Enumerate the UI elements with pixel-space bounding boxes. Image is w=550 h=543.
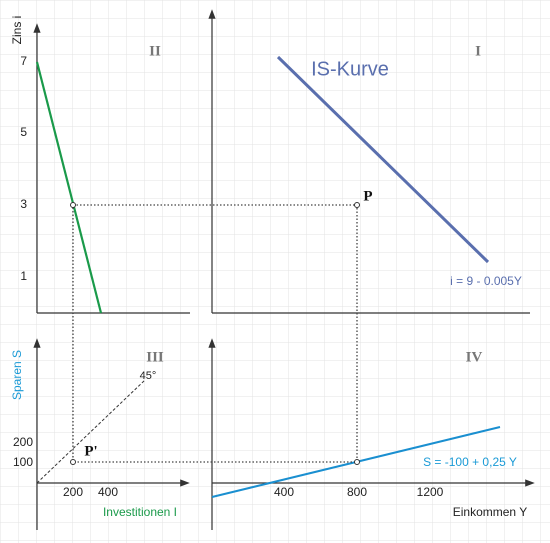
construction-lines xyxy=(72,204,358,463)
tick-label: 400 xyxy=(98,485,118,499)
point-label: P' xyxy=(84,443,97,459)
equation: S = -100 + 0,25 Y xyxy=(423,455,517,469)
tick-label: 3 xyxy=(20,197,27,211)
curve-label: IS-Kurve xyxy=(311,58,389,80)
tick-label: 1200 xyxy=(417,485,444,499)
point-label: P xyxy=(363,188,372,204)
investment-line xyxy=(35,61,103,314)
point xyxy=(70,459,76,465)
tick-label: 100 xyxy=(13,455,33,469)
quadrant-label: III xyxy=(146,349,164,365)
tick-label: 1 xyxy=(20,269,27,283)
angle-label: 45° xyxy=(140,370,157,382)
axis-title: Einkommen Y xyxy=(453,505,527,519)
equation: i = 9 - 0.005Y xyxy=(450,274,522,288)
quadrant-label: IV xyxy=(466,349,483,365)
is-curve xyxy=(276,55,490,264)
point xyxy=(354,202,360,208)
tick-label: 800 xyxy=(347,485,367,499)
axis-title: Investitionen I xyxy=(103,505,177,519)
tick-label: 200 xyxy=(13,435,33,449)
tick-label: 5 xyxy=(20,125,27,139)
axis-title: Sparen S xyxy=(10,350,24,400)
tick-label: 200 xyxy=(63,485,83,499)
tick-label: 400 xyxy=(274,485,294,499)
point xyxy=(70,202,76,208)
quadrant-label: I xyxy=(475,43,481,59)
quadrant-label: II xyxy=(149,43,161,59)
tick-label: 7 xyxy=(20,54,27,68)
axis-title: Zins i xyxy=(10,16,24,45)
point xyxy=(354,459,360,465)
